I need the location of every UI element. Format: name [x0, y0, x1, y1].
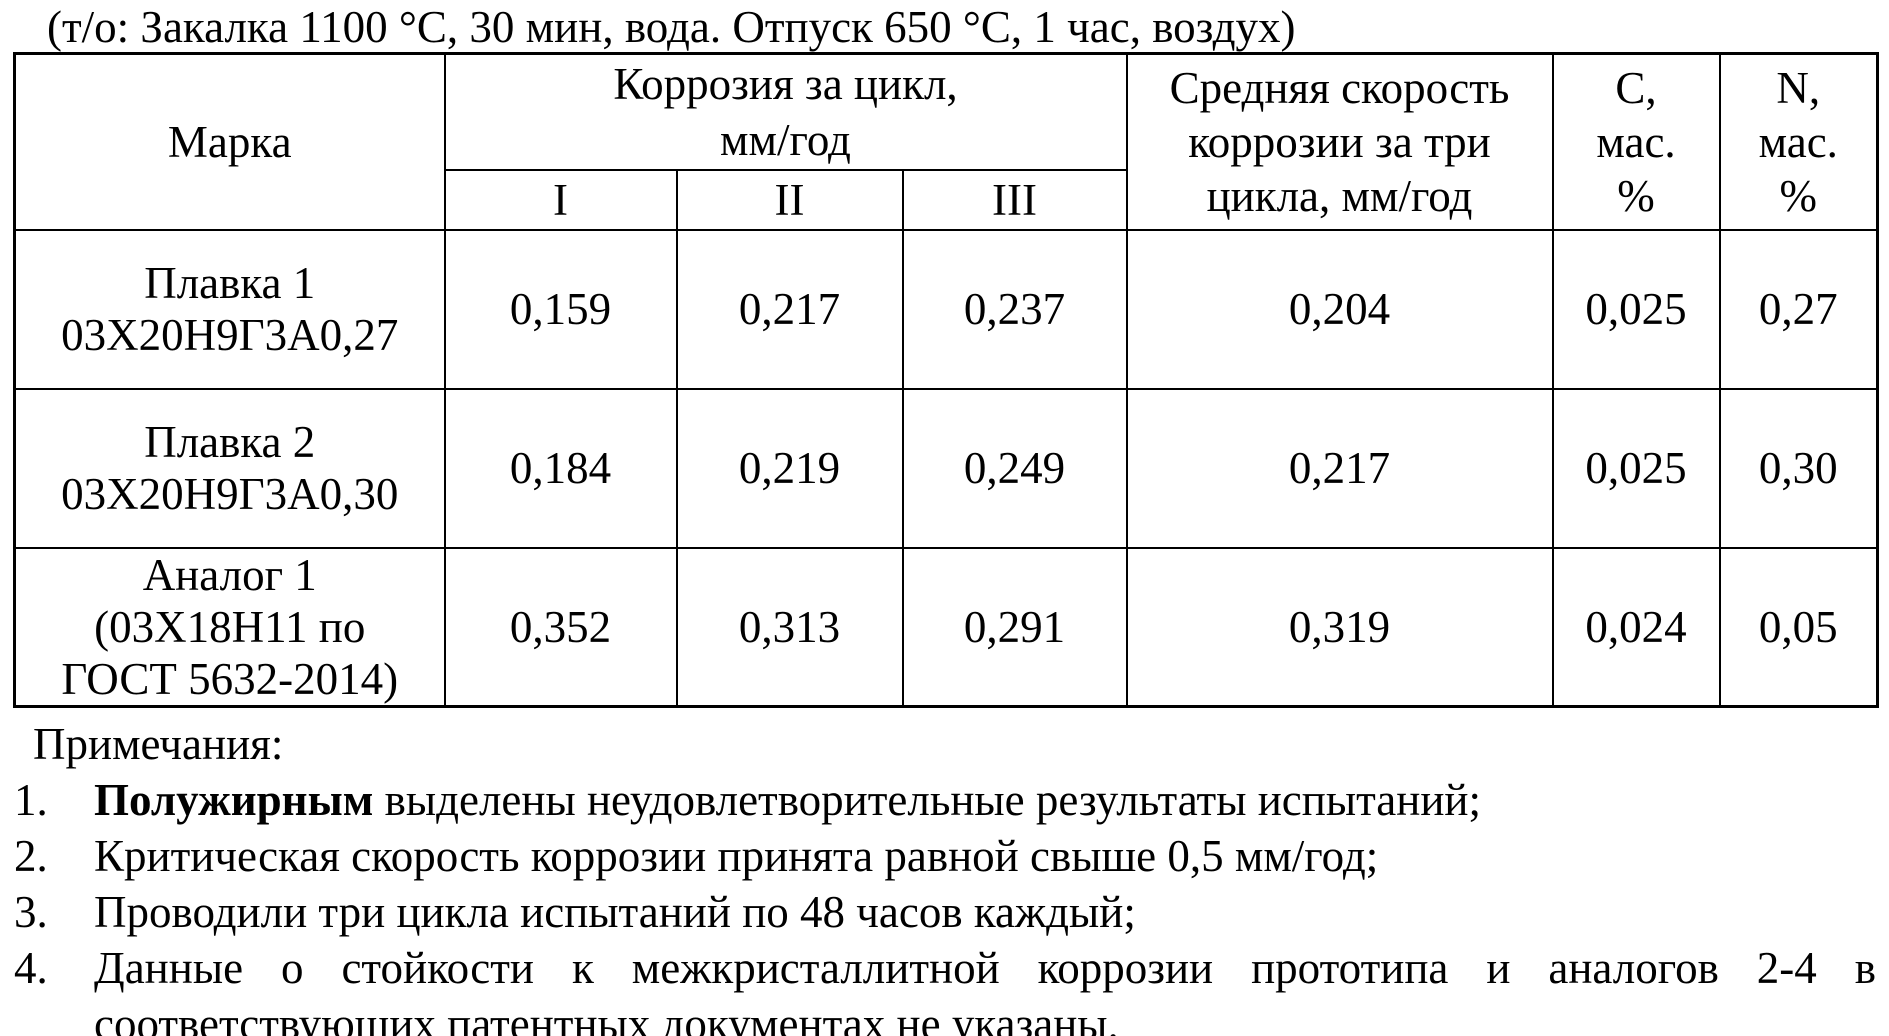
note-text: Критическая скорость коррозии принята ра… [94, 830, 1379, 881]
cycle1-value: 0,184 [443, 387, 678, 549]
header-row-top: Марка Коррозия за цикл, мм/год Средняя с… [13, 52, 1879, 231]
mark-line: Плавка 1 [144, 258, 316, 308]
nitrogen-value: 0,27 [1718, 228, 1879, 390]
table-row-analog-1: Аналог 1 (03Х18Н11 по ГОСТ 5632-2014) 0,… [13, 546, 1879, 707]
mark-cell: Плавка 2 03Х20Н9Г3А0,30 [13, 387, 446, 549]
header-carbon-line3: % [1617, 170, 1655, 221]
header-cycle-3: III [901, 168, 1128, 231]
note-number: 1. [14, 774, 48, 825]
note-number: 4. [14, 942, 48, 993]
mark-line: Плавка 2 [144, 417, 316, 467]
header-nitrogen: N, мас. % [1718, 52, 1879, 231]
header-nitrogen-line2: мас. [1758, 116, 1838, 167]
header-nitrogen-line3: % [1779, 170, 1818, 221]
note-bold-text: Полужирным [94, 774, 374, 825]
mark-line: 03Х20Н9Г3А0,30 [61, 469, 399, 519]
header-mark: Марка [13, 52, 446, 231]
mark-line: 03Х20Н9Г3А0,27 [61, 310, 399, 360]
header-carbon-line2: мас. [1596, 116, 1676, 167]
cycle2-value: 0,217 [675, 228, 904, 390]
note-text-line1: Данные о стойкости к межкристаллитной ко… [94, 942, 1876, 993]
note-number: 2. [14, 830, 48, 881]
mark-line: (03Х18Н11 по [94, 601, 366, 652]
header-corrosion-line2: мм/год [720, 114, 851, 165]
note-number: 3. [14, 886, 48, 937]
table-row-melt-2: Плавка 2 03Х20Н9Г3А0,30 0,184 0,219 0,24… [13, 387, 1879, 549]
mark-line: ГОСТ 5632-2014) [61, 653, 399, 704]
cycle3-value: 0,237 [901, 228, 1128, 390]
header-average-line1: Средняя скорость [1169, 62, 1510, 113]
note-item-2: 2. Критическая скорость коррозии принята… [0, 828, 1889, 884]
mark-cell: Аналог 1 (03Х18Н11 по ГОСТ 5632-2014) [13, 546, 446, 707]
note-item-1: 1. Полужирным выделены неудовлетворитель… [0, 772, 1889, 828]
cycle2-value: 0,313 [675, 546, 904, 707]
mark-cell: Плавка 1 03Х20Н9Г3А0,27 [13, 228, 446, 390]
header-average-line3: цикла, мм/год [1206, 170, 1473, 221]
header-row-cycles: I II III [15, 168, 1878, 231]
carbon-value: 0,025 [1551, 228, 1721, 390]
cycle2-value: 0,219 [675, 387, 904, 549]
header-cycle-1: I [443, 168, 678, 231]
cycle1-value: 0,352 [443, 546, 678, 707]
header-carbon: С, мас. % [1551, 52, 1721, 231]
heat-treatment-caption: (т/о: Закалка 1100 °С, 30 мин, вода. Отп… [47, 2, 1296, 52]
average-value: 0,204 [1125, 228, 1554, 390]
notes-heading: Примечания: [33, 718, 284, 769]
nitrogen-value: 0,05 [1718, 546, 1879, 707]
table-row-melt-1: Плавка 1 03Х20Н9Г3А0,27 0,159 0,217 0,23… [13, 228, 1879, 390]
header-cycle-2: II [675, 168, 904, 231]
note-item-3: 3. Проводили три цикла испытаний по 48 ч… [0, 884, 1889, 940]
cycle3-value: 0,249 [901, 387, 1128, 549]
average-value: 0,217 [1125, 387, 1554, 549]
cycle3-value: 0,291 [901, 546, 1128, 707]
header-nitrogen-line1: N, [1776, 62, 1821, 113]
carbon-value: 0,025 [1551, 387, 1721, 549]
average-value: 0,319 [1125, 546, 1554, 707]
header-carbon-line1: С, [1615, 62, 1657, 113]
note-text: Проводили три цикла испытаний по 48 часо… [94, 886, 1136, 937]
header-corrosion-line1: Коррозия за цикл, [613, 58, 958, 109]
nitrogen-value: 0,30 [1718, 387, 1879, 549]
mark-line: Аналог 1 [142, 549, 317, 600]
note-text: выделены неудовлетворительные результаты… [373, 774, 1482, 825]
corrosion-results-table: Марка Коррозия за цикл, мм/год Средняя с… [13, 52, 1879, 708]
note-item-4: 4. Данные о стойкости к межкристаллитной… [0, 940, 1889, 1036]
header-corrosion-per-cycle: Коррозия за цикл, мм/год [443, 52, 1128, 171]
note-text-line2: соответствующих патентных документах не … [94, 998, 1119, 1036]
carbon-value: 0,024 [1551, 546, 1721, 707]
header-average-line2: коррозии за три [1188, 116, 1491, 167]
cycle1-value: 0,159 [443, 228, 678, 390]
header-average-rate: Средняя скорость коррозии за три цикла, … [1125, 52, 1554, 231]
